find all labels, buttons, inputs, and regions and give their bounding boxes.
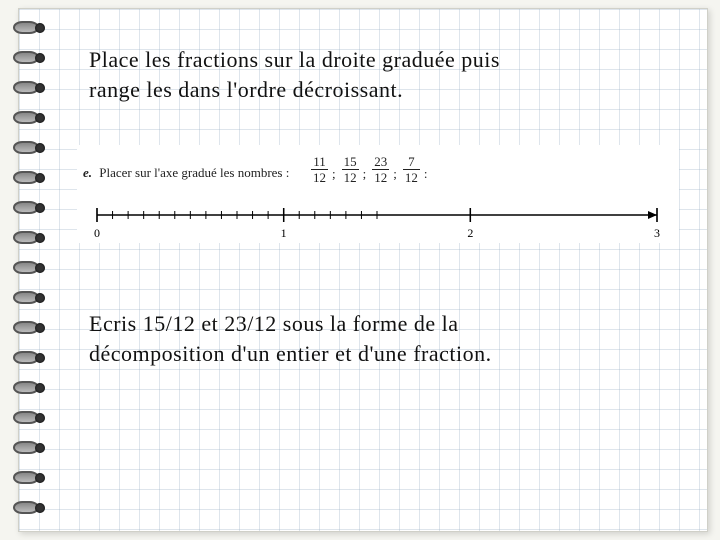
instruction-2-line-2: décomposition d'un entier et d'une fract… (89, 339, 677, 369)
instruction-1-line-1: Place les fractions sur la droite gradué… (89, 45, 677, 75)
exercise-marker: e. (83, 165, 92, 180)
binding-hole (35, 353, 45, 363)
instruction-1-line-2: range les dans l'ordre décroissant. (89, 75, 677, 105)
fraction-separator: ; (332, 166, 338, 182)
instruction-block-2: Ecris 15/12 et 23/12 sous la forme de la… (89, 309, 677, 368)
fraction: 2312 (372, 155, 389, 184)
binding-hole (35, 113, 45, 123)
spiral-binding (13, 21, 43, 521)
svg-text:1: 1 (281, 226, 287, 240)
fraction-separator: ; (363, 166, 369, 182)
fraction-separator: ; (393, 166, 399, 182)
fraction: 1112 (311, 155, 328, 184)
binding-hole (35, 383, 45, 393)
exercise-prompt: Placer sur l'axe gradué les nombres : (99, 165, 289, 180)
binding-hole (35, 203, 45, 213)
svg-text:3: 3 (654, 226, 660, 240)
binding-hole (35, 143, 45, 153)
binding-hole (35, 173, 45, 183)
binding-hole (35, 323, 45, 333)
fraction-terminator: : (424, 166, 430, 182)
instruction-block-1: Place les fractions sur la droite gradué… (89, 45, 677, 104)
instruction-2-line-1: Ecris 15/12 et 23/12 sous la forme de la (89, 309, 677, 339)
binding-hole (35, 413, 45, 423)
binding-hole (35, 263, 45, 273)
fraction: 712 (403, 155, 420, 184)
svg-text:0: 0 (94, 226, 100, 240)
binding-hole (35, 53, 45, 63)
binding-hole (35, 443, 45, 453)
fraction-list: 1112;1512;2312;712: (311, 155, 430, 184)
number-line-svg: 0 1 2 3 (93, 201, 663, 241)
exercise-text: e. Placer sur l'axe gradué les nombres : (83, 165, 289, 181)
fraction: 1512 (342, 155, 359, 184)
notebook-page: Place les fractions sur la droite gradué… (18, 8, 708, 532)
binding-hole (35, 23, 45, 33)
binding-hole (35, 293, 45, 303)
number-line: 0 1 2 3 (93, 201, 663, 241)
binding-hole (35, 503, 45, 513)
binding-hole (35, 233, 45, 243)
svg-text:2: 2 (467, 226, 473, 240)
binding-hole (35, 83, 45, 93)
binding-hole (35, 473, 45, 483)
